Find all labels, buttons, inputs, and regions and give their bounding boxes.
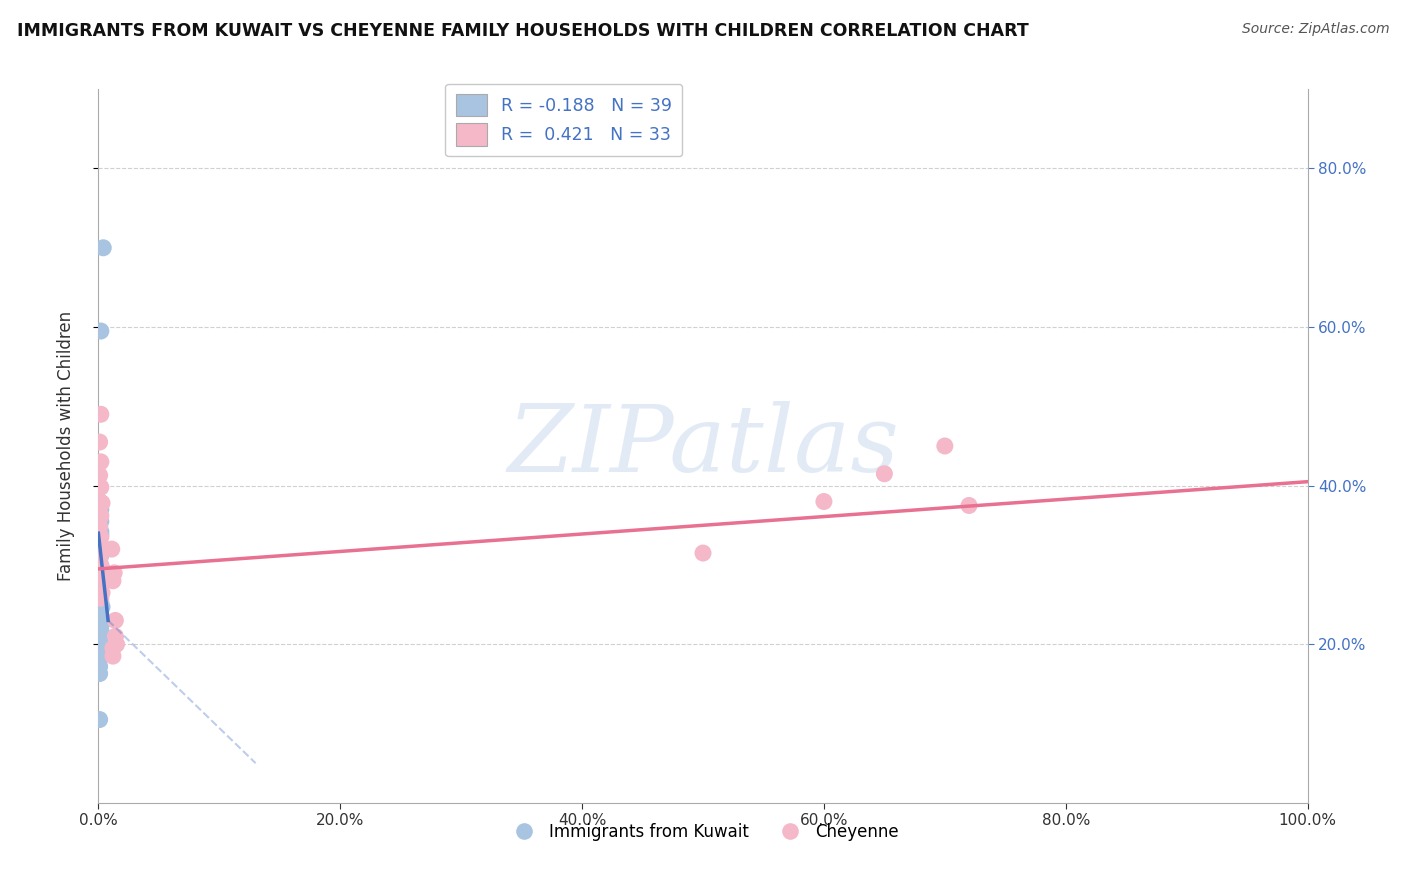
Point (90, 508, 112, 523)
Point (89, 575, 111, 590)
Point (873, 467, 896, 481)
Point (90, 567, 112, 582)
Point (101, 574, 124, 588)
Point (90, 549, 112, 563)
Point (104, 614, 127, 628)
Point (101, 641, 124, 656)
Point (90, 558, 112, 572)
Point (89, 666, 111, 681)
Point (934, 439, 956, 453)
Point (90, 407, 112, 421)
Point (101, 649, 124, 664)
Point (91, 496, 114, 510)
Point (91, 241, 114, 255)
Point (89, 584, 111, 599)
Point (90, 595, 112, 609)
Point (91, 615, 114, 629)
Point (90, 524, 112, 539)
Point (90, 502, 112, 516)
Point (89, 568, 111, 582)
Point (90, 514, 112, 528)
Text: Source: ZipAtlas.com: Source: ZipAtlas.com (1241, 22, 1389, 37)
Point (100, 542, 122, 557)
Point (91, 585, 114, 599)
Point (90, 559, 112, 574)
Point (90, 480, 112, 494)
Point (89, 551, 111, 566)
Point (90, 324, 112, 338)
Point (91, 572, 114, 586)
Point (90, 455, 112, 469)
Point (89, 468, 111, 483)
Point (105, 637, 128, 651)
Point (90, 623, 112, 637)
Point (91, 599, 114, 614)
Point (692, 546, 714, 560)
Point (89, 564, 111, 578)
Point (89, 435, 111, 450)
Y-axis label: Family Households with Children: Family Households with Children (56, 311, 75, 581)
Point (103, 566, 125, 580)
Point (90, 627, 112, 641)
Point (90, 528, 112, 542)
Point (90, 572, 112, 586)
Point (89, 532, 111, 546)
Point (90, 591, 112, 606)
Point (89, 494, 111, 508)
Point (89, 556, 111, 570)
Point (89, 659, 111, 673)
Point (89, 540, 111, 554)
Text: IMMIGRANTS FROM KUWAIT VS CHEYENNE FAMILY HOUSEHOLDS WITH CHILDREN CORRELATION C: IMMIGRANTS FROM KUWAIT VS CHEYENNE FAMIL… (17, 22, 1029, 40)
Point (89, 641, 111, 656)
Point (90, 619, 112, 633)
Point (91, 562, 114, 576)
Point (957, 499, 980, 513)
Point (89, 713, 111, 727)
Point (89, 588, 111, 602)
Point (89, 591, 111, 606)
Point (104, 629, 127, 643)
Point (89, 551, 111, 566)
Point (89, 543, 111, 558)
Point (89, 508, 111, 523)
Point (89, 540, 111, 554)
Point (90, 548, 112, 562)
Point (89, 535, 111, 549)
Text: ZIPatlas: ZIPatlas (508, 401, 898, 491)
Point (89, 651, 111, 665)
Point (89, 637, 111, 651)
Point (89, 520, 111, 534)
Point (90, 530, 112, 544)
Point (89, 579, 111, 593)
Point (90, 631, 112, 645)
Point (90, 575, 112, 590)
Point (89, 520, 111, 534)
Point (89, 580, 111, 594)
Point (89, 645, 111, 659)
Point (813, 494, 835, 508)
Legend: Immigrants from Kuwait, Cheyenne: Immigrants from Kuwait, Cheyenne (501, 817, 905, 848)
